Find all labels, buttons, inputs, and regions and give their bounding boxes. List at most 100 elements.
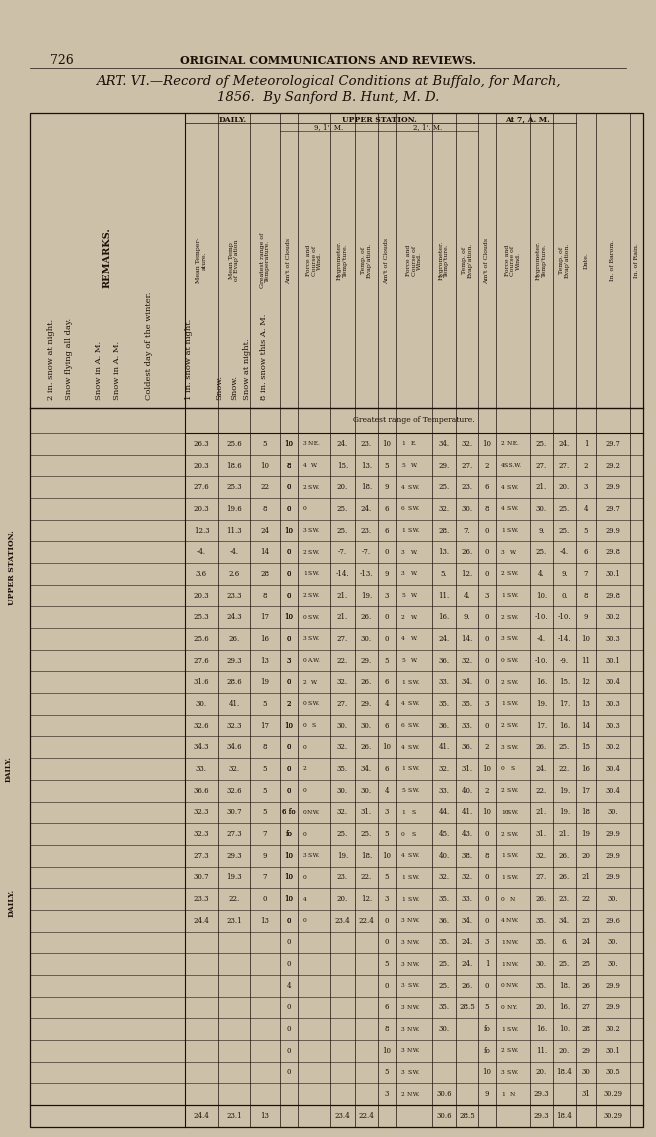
Text: 5: 5: [401, 658, 405, 663]
Text: 4: 4: [401, 484, 405, 490]
Text: 8: 8: [485, 852, 489, 860]
Text: 25: 25: [581, 960, 590, 968]
Text: 26.: 26.: [461, 548, 472, 556]
Text: 13: 13: [260, 916, 270, 924]
Text: 0: 0: [485, 981, 489, 990]
Text: -10.: -10.: [535, 656, 548, 665]
Text: 35.: 35.: [438, 938, 449, 946]
Text: 3: 3: [401, 1048, 405, 1053]
Text: 25.: 25.: [559, 960, 570, 968]
Text: 23.3: 23.3: [194, 895, 209, 903]
Text: Force and
Course of
Wind.: Force and Course of Wind.: [504, 244, 522, 276]
Text: 29.9: 29.9: [605, 852, 621, 860]
Text: 26.: 26.: [361, 744, 372, 752]
Text: 12: 12: [581, 679, 590, 687]
Text: 3: 3: [501, 549, 504, 555]
Text: 20.3: 20.3: [194, 505, 209, 513]
Text: 30.: 30.: [536, 960, 547, 968]
Text: W.: W.: [411, 594, 417, 598]
Text: 1: 1: [501, 1027, 505, 1031]
Text: 15.: 15.: [559, 679, 570, 687]
Text: -4.: -4.: [560, 548, 569, 556]
Text: 5.: 5.: [441, 570, 447, 578]
Text: 27: 27: [581, 1004, 590, 1012]
Text: 5: 5: [584, 526, 588, 534]
Text: Date.: Date.: [583, 252, 588, 269]
Text: 10.: 10.: [536, 591, 547, 599]
Text: 30.1: 30.1: [605, 656, 621, 665]
Text: 19.: 19.: [559, 808, 570, 816]
Text: 6.: 6.: [561, 938, 568, 946]
Text: 29.2: 29.2: [605, 462, 621, 470]
Text: 34.: 34.: [461, 916, 472, 924]
Text: 8: 8: [584, 591, 588, 599]
Text: 0: 0: [287, 1026, 291, 1034]
Text: 0: 0: [287, 744, 291, 752]
Text: N.W.: N.W.: [407, 1027, 420, 1031]
Text: 28: 28: [260, 570, 270, 578]
Text: 4: 4: [385, 700, 389, 708]
Text: 36.: 36.: [438, 656, 449, 665]
Text: 1 in. snow at night.: 1 in. snow at night.: [185, 318, 193, 400]
Text: 3: 3: [401, 1027, 405, 1031]
Text: -13.: -13.: [359, 570, 373, 578]
Text: 11.3: 11.3: [226, 526, 242, 534]
Text: 36.6: 36.6: [194, 787, 209, 795]
Text: 12.: 12.: [361, 895, 372, 903]
Text: 6: 6: [385, 679, 389, 687]
Text: 15: 15: [581, 744, 590, 752]
Text: 0: 0: [287, 505, 291, 513]
Text: 18.: 18.: [361, 852, 372, 860]
Text: 4: 4: [584, 505, 588, 513]
Text: 30.6: 30.6: [436, 1112, 452, 1120]
Text: 24: 24: [260, 526, 270, 534]
Text: 13.: 13.: [361, 462, 372, 470]
Text: 0: 0: [303, 658, 307, 663]
Text: N.W.: N.W.: [407, 962, 420, 966]
Text: 22.: 22.: [228, 895, 239, 903]
Text: 31.: 31.: [361, 808, 372, 816]
Text: 30.3: 30.3: [605, 700, 621, 708]
Text: 32.: 32.: [337, 808, 348, 816]
Text: In. of Barom.: In. of Barom.: [611, 240, 615, 281]
Text: 41.: 41.: [438, 744, 449, 752]
Text: 28.5: 28.5: [459, 1112, 475, 1120]
Text: 23.: 23.: [337, 873, 348, 881]
Text: Hygrometer.
Temp'ture.: Hygrometer. Temp'ture.: [536, 241, 547, 280]
Text: S.W.: S.W.: [408, 506, 420, 512]
Text: 8: 8: [263, 591, 267, 599]
Text: 9: 9: [263, 852, 267, 860]
Text: S.W.: S.W.: [506, 810, 520, 815]
Text: S.W.: S.W.: [408, 788, 420, 794]
Text: 22: 22: [581, 895, 590, 903]
Text: 3: 3: [501, 1070, 504, 1074]
Text: 18: 18: [581, 808, 590, 816]
Text: 3: 3: [485, 938, 489, 946]
Text: 29.9: 29.9: [605, 483, 621, 491]
Text: 2: 2: [501, 1048, 504, 1053]
Text: 30.: 30.: [361, 787, 372, 795]
Text: 32.: 32.: [461, 440, 472, 448]
Text: 30.7: 30.7: [226, 808, 242, 816]
Text: 10: 10: [285, 440, 293, 448]
Text: 4: 4: [287, 981, 291, 990]
Text: -10.: -10.: [558, 613, 571, 621]
Text: 16: 16: [260, 634, 270, 642]
Text: 8: 8: [385, 1026, 389, 1034]
Text: 30.: 30.: [461, 505, 472, 513]
Text: 29.7: 29.7: [605, 505, 621, 513]
Text: 1: 1: [501, 702, 505, 706]
Text: 5: 5: [401, 788, 405, 794]
Text: 2: 2: [303, 549, 307, 555]
Text: 25.6: 25.6: [226, 440, 242, 448]
Text: S.W.: S.W.: [506, 615, 520, 620]
Text: 1: 1: [501, 594, 505, 598]
Text: 32.: 32.: [461, 656, 472, 665]
Text: 24.: 24.: [536, 765, 547, 773]
Text: 30.7: 30.7: [194, 873, 209, 881]
Text: 19: 19: [581, 830, 590, 838]
Text: S.W.: S.W.: [408, 723, 420, 728]
Text: 0: 0: [303, 723, 307, 728]
Text: N.W.: N.W.: [506, 962, 520, 966]
Text: 11.: 11.: [536, 1047, 547, 1055]
